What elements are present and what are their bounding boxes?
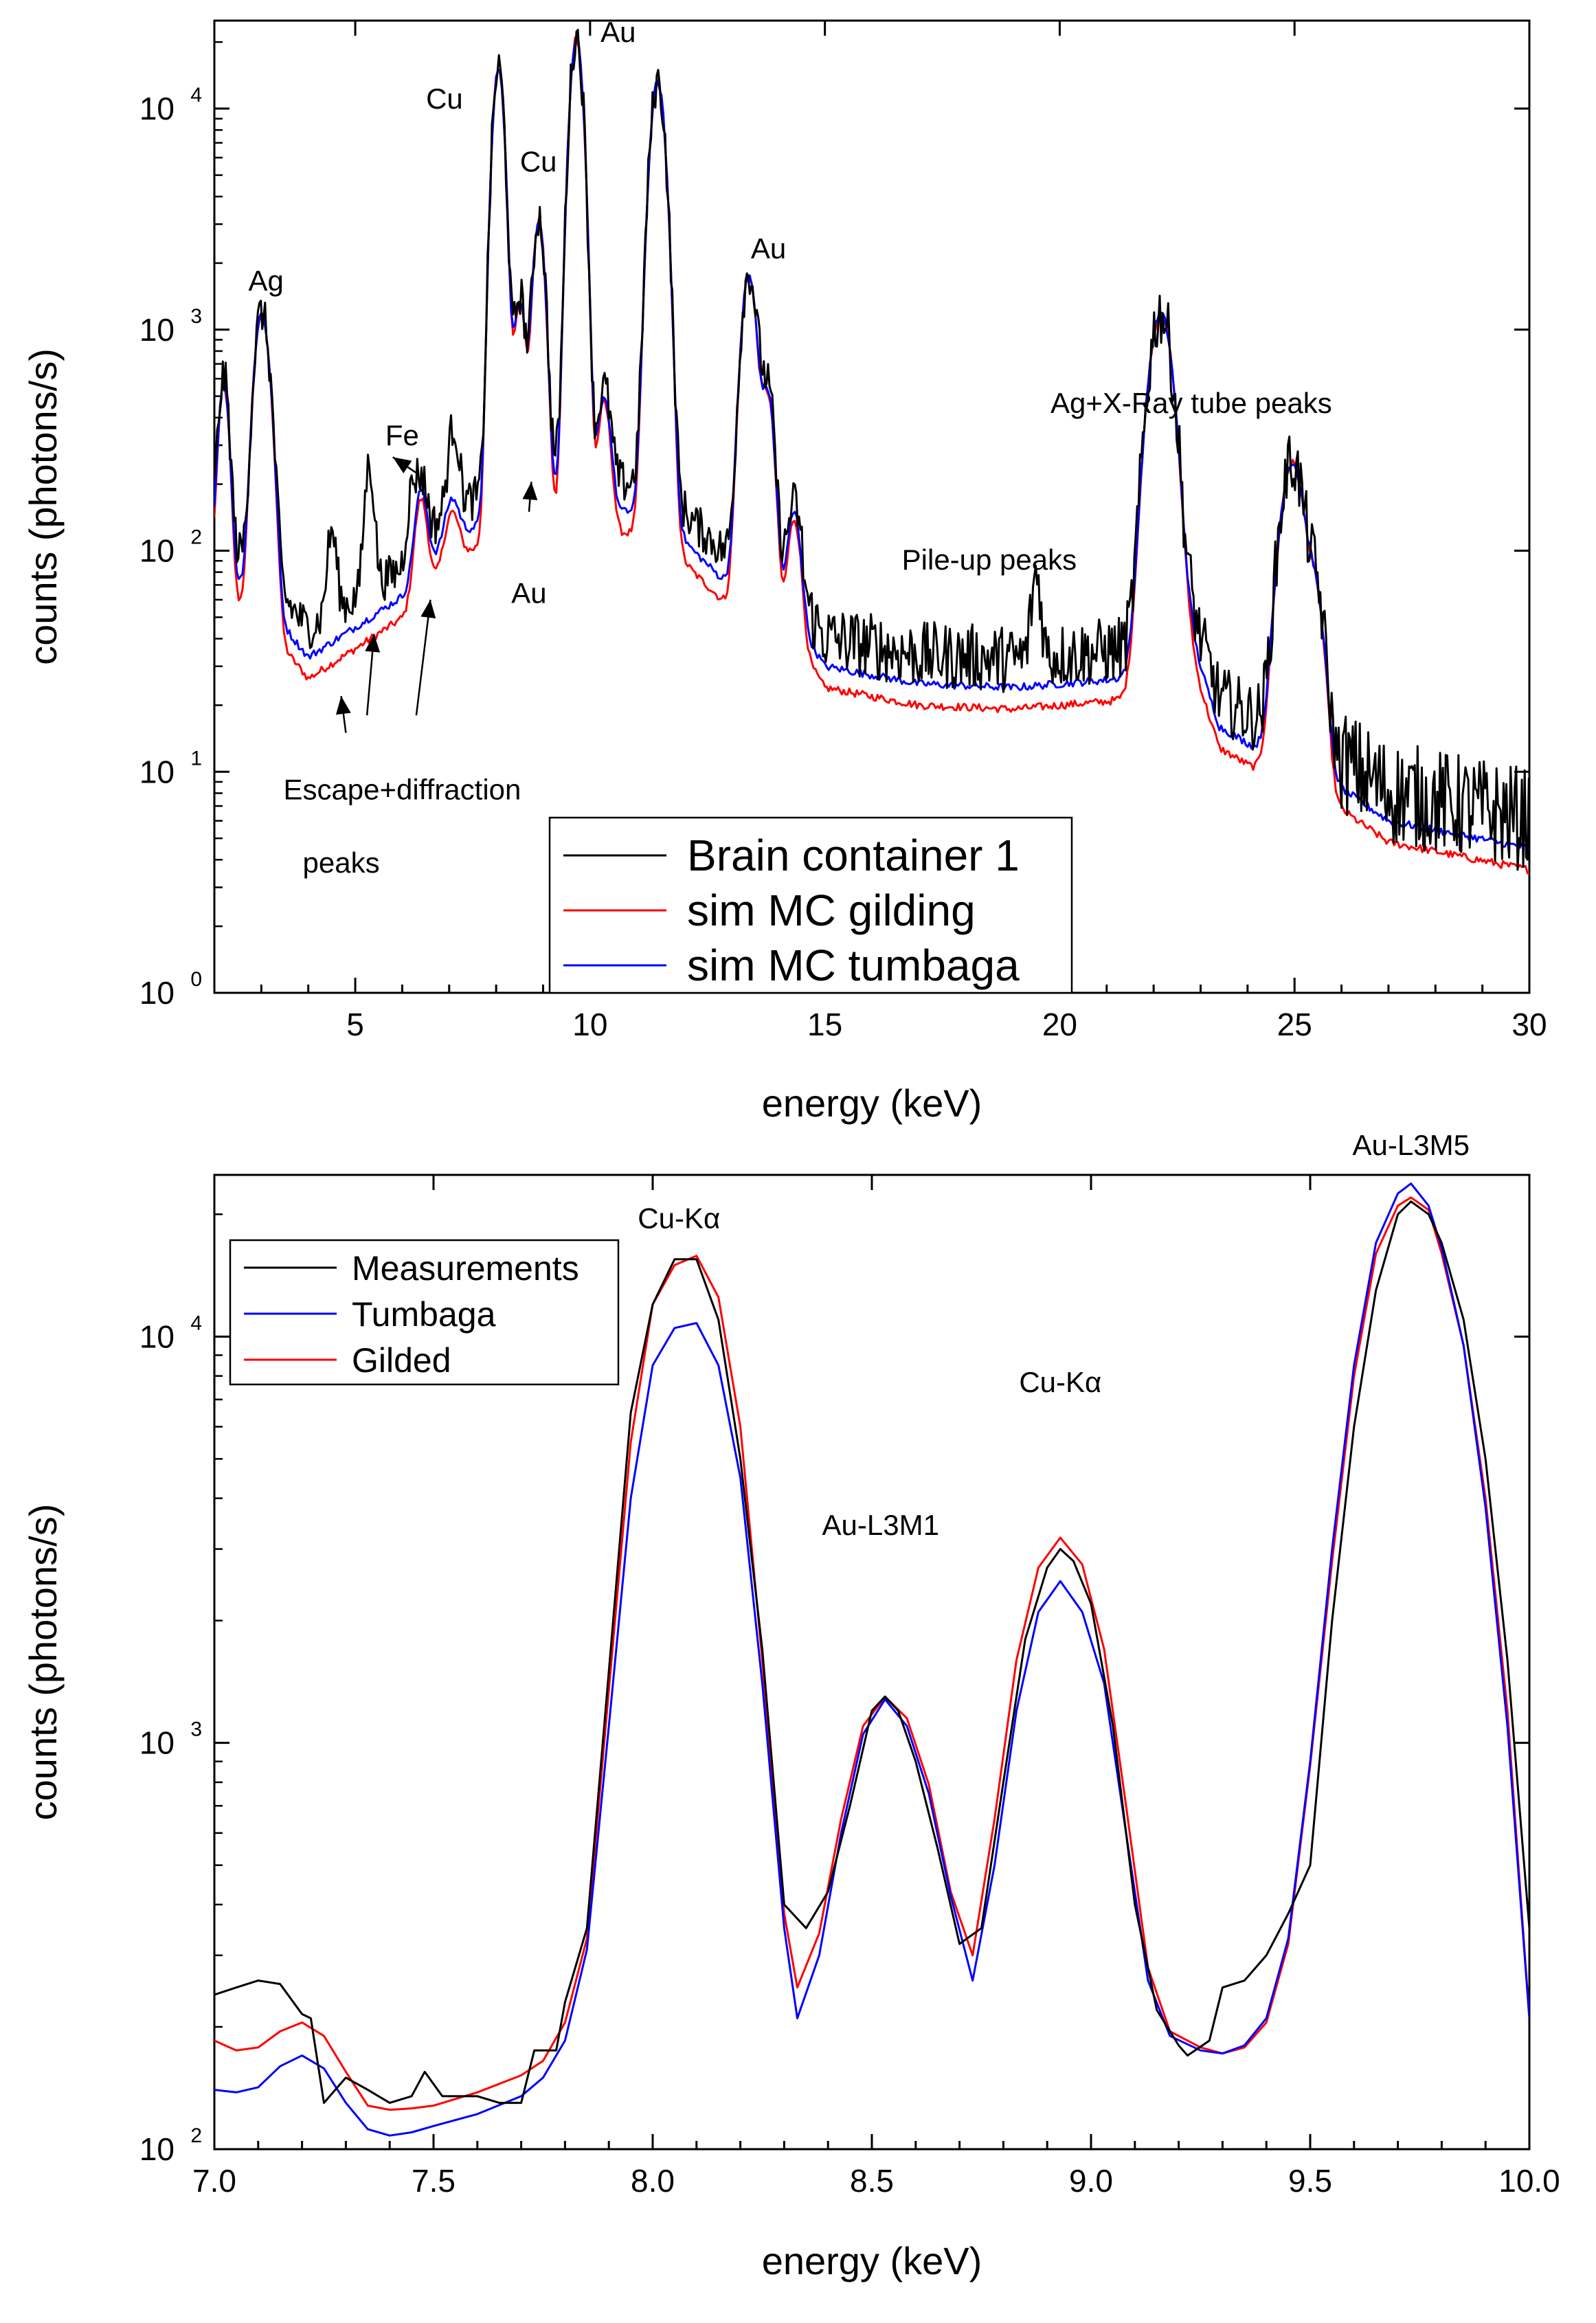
y-tick-label: 10 (139, 975, 175, 1011)
x-tick-label: 9.5 (1288, 2163, 1332, 2199)
legend-label: Tumbaga (352, 1295, 496, 1334)
chart-zoom-spectrum: 7.0 7.5 8.0 8.5 9.0 9.5 10.0 10 2 10 3 10 4 energy (k… (21, 1129, 1560, 2282)
y-axis-label: counts (photons/s) (21, 348, 65, 665)
y-tick-exponent: 4 (190, 84, 202, 106)
peak-annotation: Au-L3M1 (822, 1509, 939, 1541)
series-line-brain-container-1 (214, 28, 1529, 871)
legend-label: sim MC tumbaga (687, 941, 1020, 990)
peak-annotation: Au (600, 16, 636, 48)
y-tick-label: 10 (139, 533, 175, 569)
legend-label: Brain container 1 (687, 831, 1020, 880)
legend: Brain container 1 sim MC gilding sim MC tu… (548, 816, 1073, 994)
peak-annotation: Pile-up peaks (902, 543, 1077, 576)
x-tick-label: 25 (1277, 1007, 1312, 1042)
x-tick-label: 8.5 (850, 2163, 894, 2199)
x-tick-label: 5 (346, 1007, 364, 1042)
y-tick-exponent: 0 (190, 968, 202, 991)
peak-annotation: Ag+X-Ray tube peaks (1050, 387, 1332, 419)
x-axis-label: energy (keV) (762, 2239, 982, 2282)
peak-annotation: Au-L3M5 (1353, 1129, 1470, 1161)
y-tick-label: 10 (139, 312, 175, 348)
peak-annotation: Cu (426, 82, 463, 115)
annotation-arrowhead (522, 482, 538, 500)
x-tick-label: 15 (807, 1007, 842, 1042)
peak-annotation: Ag (249, 265, 284, 297)
legend: Measurements Tumbaga Gilded (229, 1239, 620, 1386)
peak-annotation: Au (751, 232, 786, 265)
y-tick-label: 10 (139, 1725, 175, 1761)
y-tick-exponent: 4 (190, 1312, 202, 1334)
x-tick-label: 20 (1042, 1007, 1077, 1042)
annotation-arrowhead (392, 457, 412, 473)
x-tick-label: 10 (572, 1007, 607, 1042)
x-tick-label: 7.0 (192, 2163, 236, 2199)
annotation-arrowhead (335, 696, 351, 715)
x-tick-label: 8.0 (631, 2163, 675, 2199)
peak-annotation: Cu-Kα (1019, 1366, 1101, 1398)
series-line-measurements (214, 1200, 1529, 2105)
x-tick-label: 10.0 (1498, 2163, 1560, 2199)
peak-annotation: Fe (385, 419, 419, 451)
y-tick-exponent: 3 (190, 1718, 202, 1741)
legend-label: sim MC gilding (687, 886, 976, 935)
y-tick-label: 10 (139, 1318, 175, 1354)
y-tick-label: 10 (139, 2131, 175, 2167)
annotation-arrowhead (365, 633, 381, 653)
legend-box (548, 816, 1073, 994)
peak-annotation: Escape+diffraction (283, 773, 521, 805)
y-tick-exponent: 2 (190, 526, 202, 549)
annotation-arrow-shaft (415, 599, 431, 716)
y-axis-label: counts (photons/s) (21, 1504, 65, 1821)
x-tick-label: 30 (1511, 1007, 1547, 1042)
legend-label: Gilded (352, 1341, 451, 1380)
chart-survey-spectrum: 5 10 15 20 25 30 10 0 10 1 10 2 10 3 10 4 energy (keV) co… (21, 16, 1547, 1125)
x-tick-label: 9.0 (1069, 2163, 1113, 2199)
peak-annotation: Au (511, 577, 546, 609)
legend-label: Measurements (352, 1249, 579, 1288)
peak-annotation: peaks (303, 846, 380, 879)
y-tick-exponent: 1 (190, 747, 202, 770)
y-tick-label: 10 (139, 754, 175, 789)
annotation-arrowhead (420, 599, 436, 619)
x-axis-label: energy (keV) (762, 1081, 982, 1125)
y-tick-exponent: 3 (190, 305, 202, 328)
y-tick-exponent: 2 (190, 2124, 202, 2147)
x-tick-label: 7.5 (412, 2163, 456, 2199)
series-line-tumbaga (214, 1182, 1529, 2137)
y-tick-label: 10 (139, 91, 175, 126)
peak-annotation: Cu (520, 145, 557, 177)
peak-annotation: Cu-Kα (638, 1202, 720, 1234)
